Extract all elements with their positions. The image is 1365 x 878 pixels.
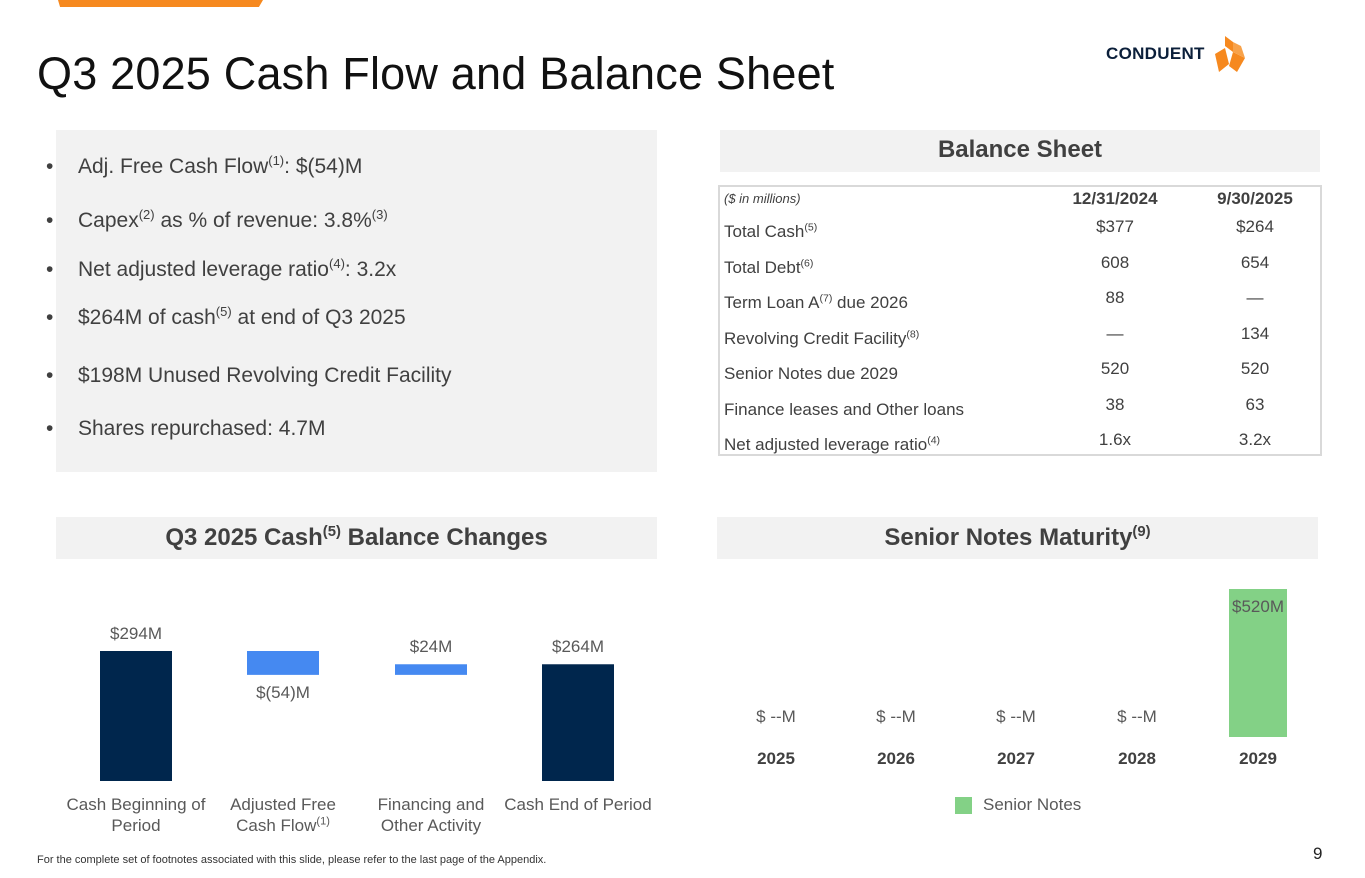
category-label: Financing and Other Activity xyxy=(377,795,485,835)
highlight-item: • Capex(2) as % of revenue: 3.8%(3) xyxy=(46,207,388,232)
logo-text: CONDUENT xyxy=(1106,44,1205,63)
waterfall-bar xyxy=(395,664,467,675)
waterfall-bar xyxy=(100,651,172,781)
table-row: Finance leases and Other loans 38 63 xyxy=(724,395,1265,419)
cash-waterfall-chart xyxy=(100,651,614,781)
highlight-item: • Net adjusted leverage ratio(4): 3.2x xyxy=(46,256,397,281)
highlight-item: • $198M Unused Revolving Credit Facility xyxy=(46,364,452,387)
highlights-panel xyxy=(56,130,657,472)
table-header-row: ($ in millions) 12/31/2024 9/30/2025 xyxy=(720,189,1320,225)
column-header: 12/31/2024 xyxy=(1072,189,1158,208)
waterfall-bar xyxy=(247,651,319,675)
highlight-item: • $264M of cash(5) at end of Q3 2025 xyxy=(46,304,406,329)
logo-mark-icon xyxy=(1214,36,1245,72)
data-label: $ --M xyxy=(996,707,1036,726)
table-row: Senior Notes due 2029 520 520 xyxy=(724,359,1270,383)
data-label: $294M xyxy=(110,624,162,643)
category-label: Adjusted Free Cash Flow(1) xyxy=(230,795,336,835)
table-row: Revolving Credit Facility(8) — 134 xyxy=(724,324,1270,348)
unit-label: ($ in millions) xyxy=(724,191,801,206)
data-label: $24M xyxy=(409,637,453,657)
table-row: Term Loan A(7) due 2026 88 — xyxy=(724,288,1264,312)
maturity-chart-title: Senior Notes Maturity(9) xyxy=(717,517,1318,559)
page-number: 9 xyxy=(1313,844,1323,863)
balance-sheet-title: Balance Sheet xyxy=(720,130,1320,172)
footnote: For the complete set of footnotes associ… xyxy=(37,854,547,866)
data-label: $(54)M xyxy=(256,682,310,702)
data-label: $ --M xyxy=(1117,707,1157,726)
column-header: 9/30/2025 xyxy=(1217,189,1293,208)
year-label: 2025 xyxy=(757,749,795,768)
senior-notes-maturity-chart xyxy=(1229,589,1287,737)
top-accent-bar xyxy=(58,0,263,7)
maturity-bar xyxy=(1229,589,1287,737)
balance-sheet-table: ($ in millions) 12/31/2024 9/30/2025 Tot… xyxy=(718,185,1322,456)
year-label: 2027 xyxy=(997,749,1035,768)
highlight-item: • Adj. Free Cash Flow(1): $(54)M xyxy=(46,153,363,178)
page-title: Q3 2025 Cash Flow and Balance Sheet xyxy=(37,48,835,99)
data-label: $264M xyxy=(552,637,604,657)
chart-legend: Senior Notes xyxy=(955,795,1081,815)
category-label: Cash Beginning of Period xyxy=(66,795,206,835)
data-label: $ --M xyxy=(876,707,916,726)
company-logo: CONDUENT xyxy=(1106,34,1251,74)
table-row: Net adjusted leverage ratio(4) 1.6x 3.2x xyxy=(724,430,1272,454)
table-row: Total Cash(5) $377 $264 xyxy=(724,217,1274,241)
category-label: Cash End of Period xyxy=(504,795,652,814)
highlight-item: • Shares repurchased: 4.7M xyxy=(46,417,326,440)
legend-swatch xyxy=(955,796,972,814)
cash-chart-title: Q3 2025 Cash(5) Balance Changes xyxy=(56,517,657,559)
data-label: $520M xyxy=(1232,597,1284,616)
year-label: 2026 xyxy=(877,749,915,768)
year-label: 2028 xyxy=(1118,749,1156,768)
year-label: 2029 xyxy=(1239,749,1277,768)
data-label: $ --M xyxy=(756,707,796,726)
table-row: Total Debt(6) 608 654 xyxy=(724,253,1270,277)
waterfall-bar xyxy=(542,664,614,781)
legend-label: Senior Notes xyxy=(983,795,1082,814)
